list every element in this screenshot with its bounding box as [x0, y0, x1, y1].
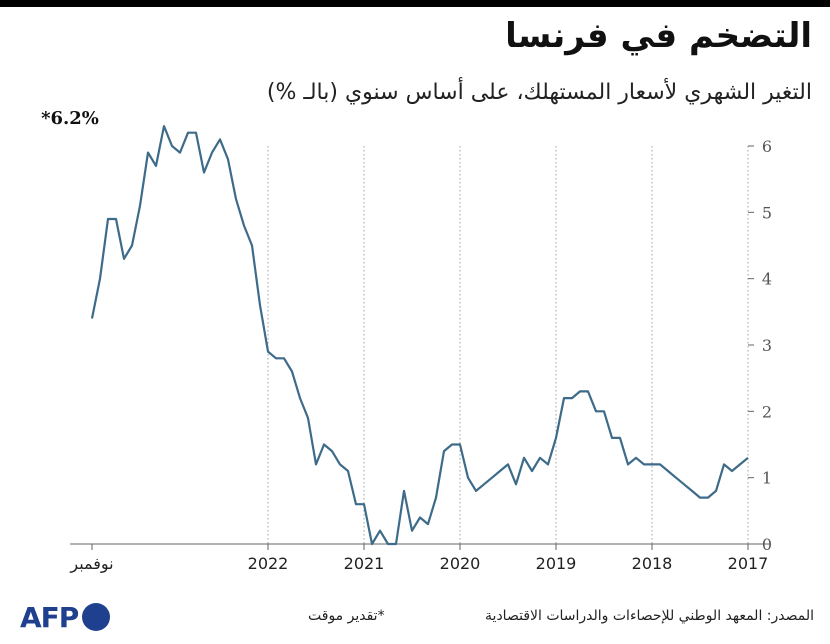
y-tick-label: 1 [762, 469, 772, 488]
line-chart: 0 1 2 3 4 5 6 2017 2018 2019 2020 2021 2022 نوفمبر *6.… [41, 108, 772, 574]
x-tick-label: 2017 [728, 554, 769, 573]
y-tick-label: 5 [762, 203, 772, 222]
y-tick-label: 0 [762, 535, 772, 554]
x-tick-label: 2020 [440, 554, 481, 573]
afp-logo-text: AFP [20, 600, 79, 634]
x-tick-label: 2019 [536, 554, 577, 573]
y-tick-label: 4 [762, 270, 772, 289]
chart-title: التضخم في فرنسا [505, 16, 812, 56]
top-bar [0, 0, 830, 7]
x-tick-label: 2021 [344, 554, 385, 573]
afp-logo-ball [82, 603, 111, 631]
x-tick-label: نوفمبر [69, 554, 113, 574]
y-tick-label: 3 [762, 336, 772, 355]
x-tick-label: 2022 [248, 554, 289, 573]
chart-subtitle: التغير الشهري لأسعار المستهلك، على أساس … [266, 80, 812, 105]
inflation-series-line [90, 124, 749, 546]
y-tick-label: 6 [762, 137, 772, 156]
latest-value-annotation: *6.2% [41, 108, 99, 129]
provisional-note: *تقدير موقت [308, 608, 385, 624]
afp-logo: AFP [20, 600, 111, 634]
source-note: المصدر: المعهد الوطني للإحصاءات والدراسا… [485, 608, 814, 624]
x-tick-label: 2018 [632, 554, 673, 573]
y-tick-label: 2 [762, 402, 772, 421]
